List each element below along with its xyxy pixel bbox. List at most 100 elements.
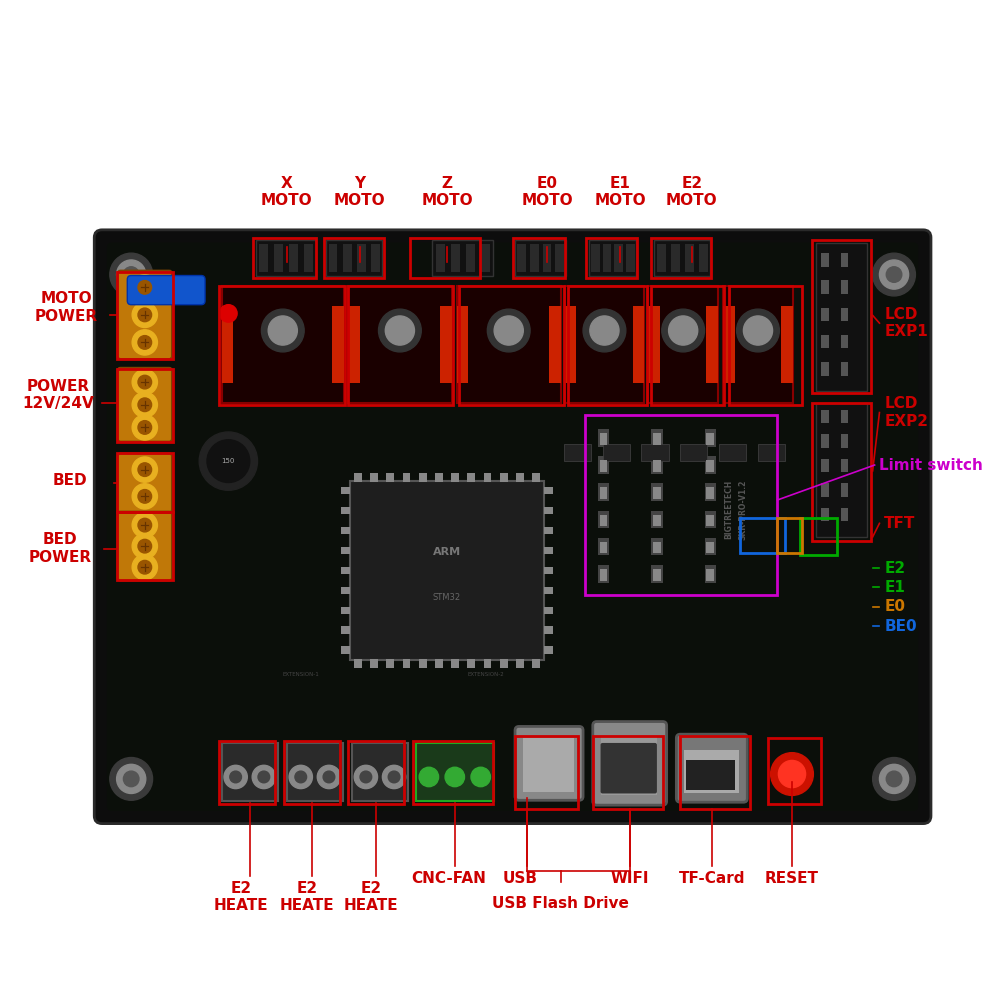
Bar bbox=[705, 429, 716, 447]
Bar bbox=[341, 487, 350, 494]
Bar bbox=[516, 659, 524, 668]
Bar bbox=[544, 527, 553, 534]
Bar bbox=[370, 659, 378, 668]
Bar bbox=[653, 433, 661, 445]
Bar bbox=[821, 362, 829, 376]
FancyBboxPatch shape bbox=[641, 444, 669, 461]
Circle shape bbox=[117, 260, 146, 289]
Bar bbox=[357, 244, 366, 272]
Bar bbox=[371, 244, 380, 272]
FancyBboxPatch shape bbox=[440, 306, 452, 383]
Bar bbox=[341, 607, 350, 614]
Circle shape bbox=[873, 758, 915, 800]
Bar bbox=[467, 473, 475, 482]
Bar bbox=[484, 473, 491, 482]
Bar bbox=[555, 244, 564, 272]
Bar bbox=[348, 286, 453, 405]
Text: Limit switch: Limit switch bbox=[879, 458, 983, 473]
Bar bbox=[600, 542, 607, 553]
Text: BIGTREETECH: BIGTREETECH bbox=[724, 480, 733, 539]
FancyBboxPatch shape bbox=[352, 743, 408, 801]
Bar bbox=[841, 434, 848, 448]
Bar bbox=[821, 459, 829, 472]
Bar bbox=[516, 473, 524, 482]
FancyBboxPatch shape bbox=[684, 750, 739, 793]
FancyBboxPatch shape bbox=[719, 444, 746, 461]
Circle shape bbox=[317, 765, 341, 789]
Circle shape bbox=[737, 309, 779, 352]
Bar bbox=[259, 244, 268, 272]
FancyBboxPatch shape bbox=[723, 286, 793, 403]
Bar bbox=[410, 238, 480, 278]
Circle shape bbox=[886, 267, 902, 282]
Bar bbox=[467, 659, 475, 668]
Bar bbox=[500, 659, 508, 668]
FancyBboxPatch shape bbox=[432, 240, 493, 276]
Bar bbox=[841, 335, 848, 348]
Bar bbox=[219, 286, 345, 405]
Bar bbox=[304, 244, 313, 272]
Bar bbox=[386, 473, 394, 482]
FancyBboxPatch shape bbox=[348, 286, 452, 403]
Circle shape bbox=[138, 308, 152, 322]
FancyBboxPatch shape bbox=[222, 743, 278, 801]
Text: E1
MOTO: E1 MOTO bbox=[594, 176, 646, 208]
Circle shape bbox=[771, 753, 813, 795]
Bar bbox=[530, 244, 539, 272]
Bar bbox=[544, 646, 553, 654]
Circle shape bbox=[382, 765, 406, 789]
Circle shape bbox=[590, 316, 619, 345]
Bar bbox=[705, 483, 716, 501]
Circle shape bbox=[295, 771, 307, 783]
Circle shape bbox=[886, 771, 902, 787]
Bar bbox=[348, 741, 404, 804]
Circle shape bbox=[778, 760, 806, 788]
Circle shape bbox=[354, 765, 378, 789]
Text: LCD
EXP2: LCD EXP2 bbox=[884, 396, 928, 429]
Bar bbox=[544, 487, 553, 494]
Text: BE0: BE0 bbox=[884, 619, 917, 634]
Bar bbox=[685, 244, 694, 272]
Bar bbox=[651, 483, 663, 501]
Bar bbox=[598, 483, 609, 501]
Bar bbox=[459, 286, 564, 405]
FancyBboxPatch shape bbox=[758, 444, 785, 461]
Circle shape bbox=[323, 771, 335, 783]
Text: WIFI: WIFI bbox=[610, 871, 649, 886]
FancyBboxPatch shape bbox=[457, 286, 561, 403]
Circle shape bbox=[583, 309, 626, 352]
Bar bbox=[600, 433, 607, 445]
Text: BED
POWER: BED POWER bbox=[29, 532, 92, 565]
Text: RESET: RESET bbox=[765, 871, 819, 886]
Bar bbox=[341, 547, 350, 554]
Bar bbox=[821, 483, 829, 497]
Circle shape bbox=[743, 316, 773, 345]
Bar bbox=[419, 659, 427, 668]
FancyBboxPatch shape bbox=[127, 276, 205, 305]
Circle shape bbox=[669, 316, 698, 345]
Circle shape bbox=[224, 765, 247, 789]
Bar bbox=[706, 433, 714, 445]
Bar bbox=[705, 538, 716, 555]
Bar bbox=[451, 244, 460, 272]
Bar bbox=[651, 429, 663, 447]
Circle shape bbox=[132, 392, 157, 417]
Circle shape bbox=[487, 309, 530, 352]
FancyBboxPatch shape bbox=[723, 306, 735, 383]
Bar bbox=[500, 473, 508, 482]
Bar bbox=[706, 515, 714, 526]
Bar bbox=[600, 487, 607, 499]
Text: E2
HEATE: E2 HEATE bbox=[344, 881, 399, 913]
Bar bbox=[598, 538, 609, 555]
Text: USB Flash Drive: USB Flash Drive bbox=[492, 896, 629, 911]
FancyBboxPatch shape bbox=[118, 271, 172, 359]
Bar bbox=[413, 741, 493, 804]
FancyBboxPatch shape bbox=[601, 737, 657, 795]
Text: E2: E2 bbox=[884, 561, 905, 576]
FancyBboxPatch shape bbox=[648, 286, 718, 403]
Bar bbox=[329, 244, 337, 272]
FancyBboxPatch shape bbox=[564, 444, 591, 461]
Bar bbox=[451, 659, 459, 668]
Circle shape bbox=[132, 330, 157, 355]
Bar bbox=[354, 659, 362, 668]
